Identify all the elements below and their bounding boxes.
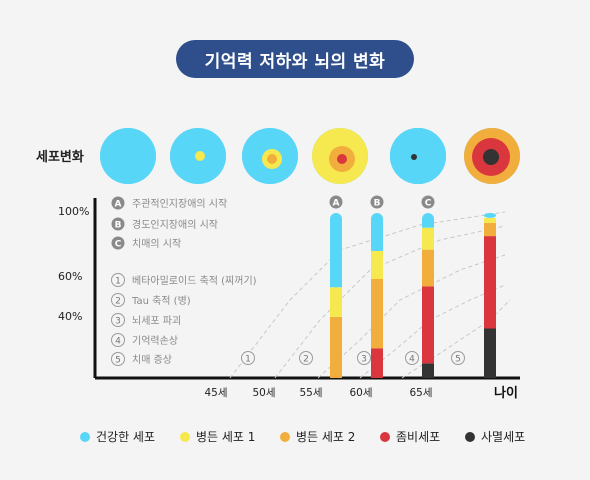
stage-marker-circle <box>357 351 371 365</box>
x-tick-label: 50세 <box>252 387 275 399</box>
note-letter-marker-label: A <box>115 200 122 210</box>
x-tick-label: 65세 <box>409 387 432 399</box>
legend: 건강한 세포 병든 세포 1 병든 세포 2 좀비세포 사멸세포 <box>70 428 530 446</box>
bar-marker-circle <box>329 195 343 209</box>
note-number-marker <box>111 352 125 366</box>
cell-stage-5-base <box>390 128 446 184</box>
legend-swatch <box>80 431 90 442</box>
stage-marker-label: 1 <box>245 355 251 365</box>
bar-3-segment-healthy-fill <box>422 219 434 228</box>
note-letter-marker-label: C <box>115 240 122 250</box>
legend-item-zombie: 좀비세포 <box>380 428 440 445</box>
progression-curve-5 <box>401 299 511 379</box>
legend-item-dead: 사멸세포 <box>465 428 525 445</box>
bar-marker-label: B <box>374 199 381 209</box>
x-tick-label: 55세 <box>299 387 322 399</box>
note-number-marker-label: 5 <box>115 356 121 366</box>
progression-curve-3 <box>317 254 506 379</box>
bar-3-segment-dead <box>422 363 434 378</box>
y-tick-label: 100% <box>58 205 89 218</box>
cell-stage-4-ring-zombie <box>337 154 347 164</box>
stage-marker-circle <box>451 351 465 365</box>
note-number-marker <box>111 313 125 327</box>
bar-4-segment-dead <box>484 328 496 378</box>
note-number-text: Tau 축적 (병) <box>131 295 191 307</box>
bar-4-segment-zombie <box>484 236 496 329</box>
note-letter-marker <box>111 196 125 210</box>
progression-curve-4 <box>359 284 506 379</box>
note-letter-marker <box>111 217 125 231</box>
x-tick-label: 60세 <box>349 387 372 399</box>
bar-4-segment-sick2 <box>484 222 496 237</box>
bar-2-segment-sick2 <box>371 279 383 349</box>
note-number-marker-label: 2 <box>115 297 121 307</box>
note-number-marker <box>111 273 125 287</box>
legend-swatch <box>280 431 290 442</box>
y-tick-label: 60% <box>58 270 82 283</box>
legend-label: 병든 세포 2 <box>296 430 356 444</box>
bar-marker-circle <box>421 195 435 209</box>
note-number-text: 뇌세포 파괴 <box>132 315 181 327</box>
x-tick-label: 45세 <box>204 387 227 399</box>
note-letter-text: 주관적인지장애의 시작 <box>132 198 227 210</box>
legend-swatch <box>380 431 390 442</box>
note-letter-text: 경도인지장애의 시작 <box>132 218 218 231</box>
bar-marker-label: A <box>333 199 340 209</box>
cells-row-label: 세포변화 <box>36 150 84 165</box>
legend-item-sick2: 병든 세포 2 <box>280 428 355 445</box>
legend-label: 건강한 세포 <box>96 430 156 444</box>
note-number-text: 치매 증상 <box>132 354 172 366</box>
stage-marker-circle <box>405 351 419 365</box>
bar-4-segment-sick1 <box>484 217 496 223</box>
page-title: 기억력 저하와 뇌의 변화 <box>176 40 414 78</box>
cell-stage-1-ring-healthy <box>100 128 156 184</box>
stage-marker-label: 3 <box>361 355 367 365</box>
bar-2-segment-healthy-fill <box>371 219 383 251</box>
legend-label: 사멸세포 <box>481 430 526 444</box>
legend-label: 좀비세포 <box>396 430 441 444</box>
note-letter-text: 치매의 시작 <box>132 238 181 250</box>
bar-4-segment-healthy <box>484 213 496 218</box>
legend-item-sick1: 병든 세포 1 <box>180 428 255 445</box>
stage-marker-label: 2 <box>303 355 309 365</box>
cell-stage-2-ring-sick1 <box>195 151 205 161</box>
note-number-marker-label: 4 <box>115 337 121 347</box>
note-number-marker-label: 1 <box>115 277 121 287</box>
cell-stage-6-ring-dead <box>483 149 499 165</box>
bar-3-segment-sick2 <box>422 249 434 287</box>
bar-marker-label: C <box>425 199 432 209</box>
cell-stage-5-ring-dead <box>411 154 417 160</box>
note-number-text: 베타아밀로이드 축적 (찌꺼기) <box>132 275 257 287</box>
note-number-marker <box>111 293 125 307</box>
legend-swatch <box>180 431 190 442</box>
stage-marker-circle <box>241 351 255 365</box>
bar-1-segment-sick2 <box>330 316 342 378</box>
note-letter-marker-label: B <box>115 221 122 231</box>
bar-marker-circle <box>370 195 384 209</box>
bar-2-segment-zombie <box>371 348 383 378</box>
note-letter-marker <box>111 236 125 250</box>
stage-marker-circle <box>299 351 313 365</box>
x-axis-label: 나이 <box>494 385 518 401</box>
note-number-marker-label: 3 <box>115 317 121 327</box>
note-number-marker <box>111 333 125 347</box>
bar-1-segment-sick1 <box>330 287 342 317</box>
legend-label: 병든 세포 1 <box>196 430 256 444</box>
stage-marker-label: 5 <box>455 355 461 365</box>
bar-3-segment-zombie <box>422 286 434 364</box>
stage-marker-label: 4 <box>409 355 415 365</box>
y-tick-label: 40% <box>58 310 82 323</box>
legend-swatch <box>465 431 475 442</box>
legend-item-healthy: 건강한 세포 <box>80 428 155 445</box>
bar-1-segment-healthy-fill <box>330 219 342 288</box>
bar-3-segment-sick1 <box>422 227 434 250</box>
bar-2-segment-sick1 <box>371 250 383 279</box>
cell-stage-3-ring-sick2 <box>267 154 277 164</box>
note-number-text: 기억력손상 <box>132 335 178 347</box>
